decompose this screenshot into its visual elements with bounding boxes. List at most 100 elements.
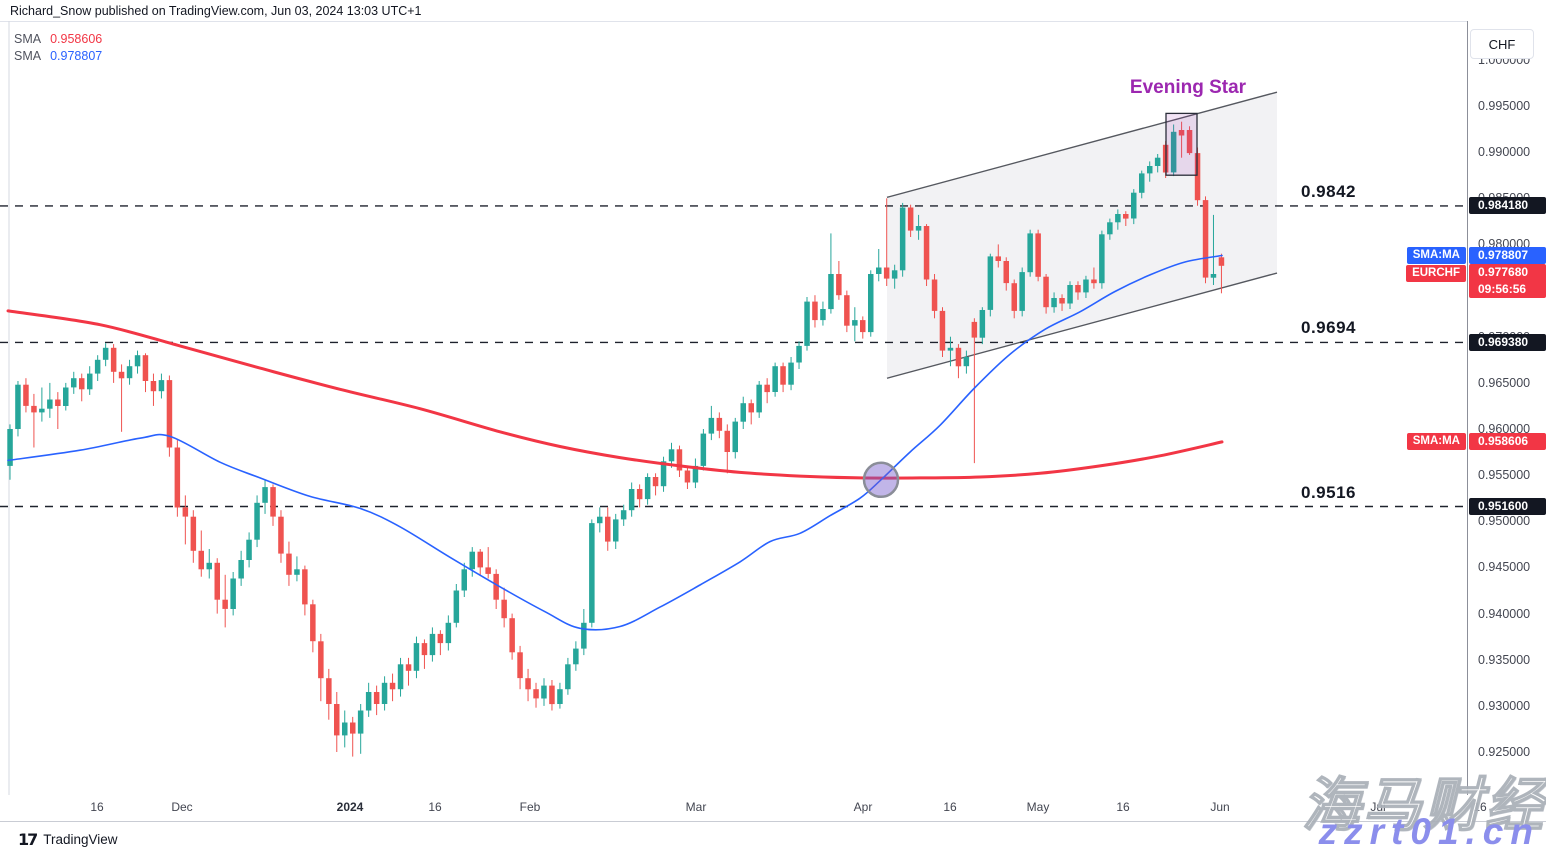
candle-body [971,321,978,338]
candle-body [461,569,467,591]
candle-body [142,355,149,381]
candle-body [724,430,730,452]
candle-body [860,320,866,333]
candle-body [1011,283,1017,311]
price-tick-0.925000: 0.925000 [1478,745,1531,759]
candle-body [1170,131,1177,173]
time-tick-Feb: Feb [519,800,541,814]
candle-body [39,408,45,413]
header-separator [0,21,1546,22]
candle-body [47,399,53,409]
candle-body [238,560,244,579]
candle-body [1131,192,1137,219]
candle-body [644,477,651,500]
candle-body [780,366,786,385]
candle-body [868,274,874,333]
candle-body [94,359,101,374]
candle-body [87,373,93,390]
candle-body [732,421,738,453]
candle-body [334,704,340,736]
candle-body [987,256,994,310]
time-tick-16: 16 [90,800,104,814]
candle-body [899,207,906,271]
candle-body [764,384,770,393]
time-tick-Apr: Apr [853,800,873,814]
sma-slow-value: 0.958606 [50,32,103,47]
tradingview-logo-link[interactable]: 17 TradingView [18,830,118,849]
candle-body [453,590,460,623]
candle-body [1019,272,1025,311]
candle-body [740,403,746,422]
time-tick-16: 16 [1116,800,1130,814]
indicator-legend: SMA 0.958606 SMA 0.978807 [14,31,102,65]
sma-fast-value: 0.978807 [50,49,103,64]
candle-body [342,722,348,736]
price-axis[interactable]: 1.0000000.9950000.9900000.9850000.980000… [1467,21,1546,821]
pattern-box [1165,112,1198,176]
candle-body [1147,166,1153,174]
candle-body [1027,233,1033,273]
price-tick-0.960000: 0.960000 [1478,422,1531,436]
candle-body [357,710,364,734]
candle-body [716,417,723,431]
price-tick-0.990000: 0.990000 [1478,145,1531,159]
candle-body [1059,298,1065,304]
candle-body [326,678,332,704]
publish-header: Richard_Snow published on TradingView.co… [10,4,422,18]
legend-sma-fast[interactable]: SMA 0.978807 [14,48,102,65]
candle-body [1139,173,1145,193]
tag-sma-slow: SMA:MA [1406,433,1466,450]
time-tick-16: 16 [1473,800,1487,814]
candle-body [947,347,954,351]
time-axis[interactable]: 16 Dec 2024 16 Feb Mar Apr 16 May 16 Jun Jul 16 [0,795,1546,822]
tradingview-logo-text: TradingView [43,832,118,847]
candle-body [788,362,794,385]
candle-body [1107,222,1113,235]
candle-body [397,664,404,690]
candle-body [525,678,531,690]
candle-body [318,641,324,679]
time-tick-Jul: Jul [1370,800,1386,814]
candle-body [437,633,444,644]
axis-badge-last-price: 0.977680 09:56:56 [1469,264,1546,298]
candle-body [493,573,499,600]
candle-body [15,384,21,429]
candle-body [708,417,715,434]
candle-body [1202,200,1209,278]
candle-body [126,366,133,379]
candle-body [668,449,675,462]
candle-body [915,226,922,231]
candle-body [748,403,754,413]
candle-body [1067,285,1073,304]
candle-body [63,387,69,406]
candle-body [405,664,412,671]
candle-body [389,682,396,690]
candle-body [628,489,635,511]
candle-body [174,447,181,508]
legend-sma-slow[interactable]: SMA 0.958606 [14,31,102,48]
candle-body [1003,261,1009,284]
sma-crossover-marker [862,461,900,499]
currency-button[interactable]: CHF [1470,29,1534,59]
candle-body [684,470,691,483]
candle-body [772,366,778,392]
time-tick-Jun: Jun [1210,800,1230,814]
candle-body [31,405,37,413]
candle-body [23,384,29,406]
candle-body [1186,130,1193,154]
candle-body [421,643,428,656]
candle-body [118,371,125,379]
candle-body [310,604,316,642]
candle-body [876,267,882,274]
candle-body [1091,279,1097,284]
watermark-line2: zzrt01.cn [1318,811,1540,852]
candle-body [541,685,547,699]
trend-channel-top [886,91,1278,199]
candle-body [7,429,13,466]
tag-symbol-eurchf: EURCHF [1406,265,1466,282]
time-tick-16: 16 [943,800,957,814]
candle-body [214,562,220,600]
tag-sma-fast: SMA:MA [1406,247,1466,264]
level-label-0.9516: 0.9516 [1301,483,1356,502]
